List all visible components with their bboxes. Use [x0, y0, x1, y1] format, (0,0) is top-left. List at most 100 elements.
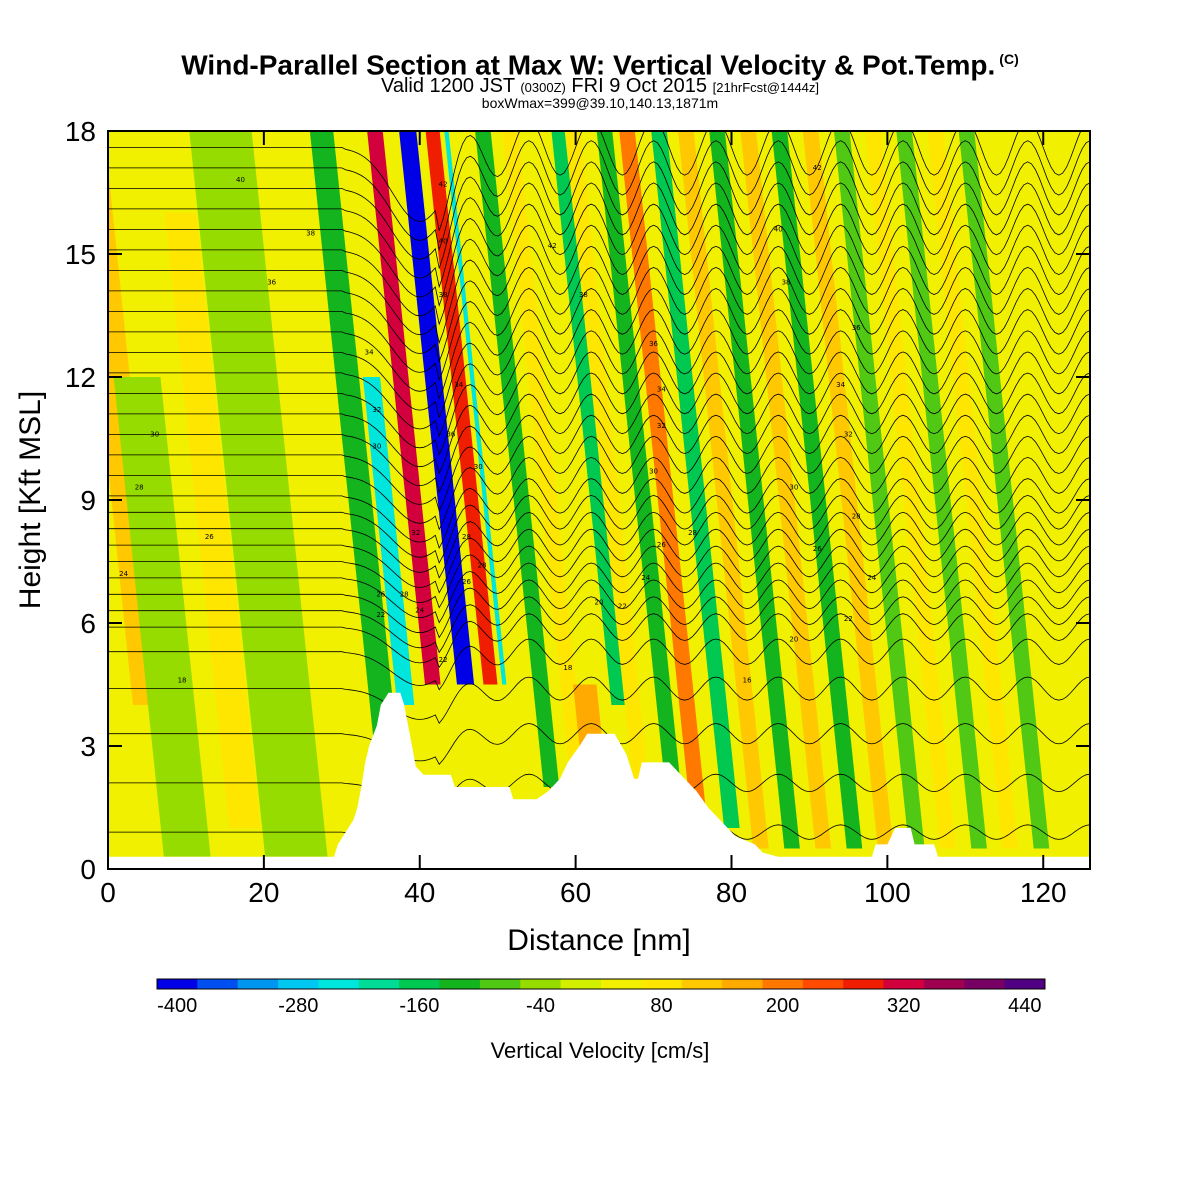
contour-label-8: 34 — [365, 348, 374, 356]
contour-label-24: 36 — [649, 340, 658, 348]
theta-contour-29 — [108, 140, 1090, 252]
colorbar-frame — [156, 978, 1046, 990]
velocity-band-13 — [502, 131, 587, 787]
theta-contour-21 — [108, 309, 1090, 401]
y-tick-label-3: 9 — [80, 485, 96, 516]
colorbar-tick-label-3: -40 — [526, 995, 555, 1017]
velocity-band-29 — [958, 131, 1050, 849]
contour-label-39: 34 — [836, 381, 845, 389]
colorbar-segment-15 — [762, 979, 804, 989]
colorbar-segment-20 — [964, 979, 1006, 989]
contour-label-3: 30 — [150, 430, 159, 438]
colorbar-segment-4 — [318, 979, 360, 989]
chart-title-text: Wind-Parallel Section at Max W: Vertical… — [181, 49, 996, 81]
contour-label-49: 38 — [439, 291, 448, 299]
velocity-band-15 — [551, 131, 628, 705]
theta-contour-27 — [108, 182, 1090, 289]
y-axis-title: Height [Kft MSL] — [14, 391, 47, 609]
velocity-band-19 — [651, 131, 740, 828]
contour-label-6: 24 — [119, 570, 128, 578]
contour-label-42: 28 — [852, 512, 861, 520]
velocity-band-21 — [709, 131, 800, 849]
x-tick-label-2: 40 — [404, 877, 435, 908]
theta-contour-13 — [108, 478, 1090, 549]
theta-contour-24 — [108, 245, 1090, 345]
theta-contour-7 — [108, 579, 1090, 639]
colorbar-tick-label-6: 320 — [887, 995, 920, 1017]
colorbar-segment-18 — [883, 979, 925, 989]
theta-contour-26 — [108, 203, 1090, 307]
contour-label-13: 28 — [400, 590, 409, 598]
theta-contour-28 — [108, 161, 1090, 270]
terrain-profile — [108, 692, 1090, 869]
x-tick-label-4: 80 — [716, 877, 747, 908]
colorbar-tick-label-4: 80 — [650, 995, 672, 1017]
colorbar-tick-label-1: -280 — [278, 995, 318, 1017]
velocity-band-25 — [833, 131, 925, 849]
contour-label-25: 34 — [657, 385, 666, 393]
colorbar-segment-6 — [399, 979, 441, 989]
velocity-band-18 — [619, 131, 708, 828]
theta-contour-14 — [108, 456, 1090, 531]
x-tick-label-0: 0 — [100, 877, 116, 908]
contour-label-32: 20 — [595, 599, 604, 607]
contour-label-37: 38 — [782, 279, 791, 287]
colorbar: -400 -280 -160 -40 80 200 320 440 — [156, 978, 1046, 1017]
x-tick-label-3: 60 — [560, 877, 591, 908]
contour-label-36: 42 — [813, 164, 822, 172]
colorbar-segment-21 — [1004, 979, 1046, 989]
contour-label-5: 26 — [205, 533, 214, 541]
contour-label-40: 32 — [844, 430, 853, 438]
x-tick-label-6: 120 — [1020, 877, 1067, 908]
theta-contour-8 — [108, 562, 1090, 624]
contour-label-20: 30 — [474, 463, 483, 471]
theta-contour-22 — [108, 288, 1090, 382]
chart-subtitle: Valid 1200 JST (0300Z) FRI 9 Oct 2015 [2… — [0, 76, 1200, 98]
contour-label-30: 24 — [641, 574, 650, 582]
contour-label-16: 22 — [439, 656, 448, 664]
contour-label-35: 40 — [774, 225, 783, 233]
contour-label-26: 32 — [657, 422, 666, 430]
contour-label-17: 34 — [454, 381, 463, 389]
colorbar-segment-10 — [560, 979, 602, 989]
colorbar-segment-1 — [197, 979, 239, 989]
contour-label-43: 26 — [813, 545, 822, 553]
contour-label-15: 24 — [415, 607, 424, 615]
velocity-band-23 — [771, 131, 863, 849]
colorbar-segment-3 — [278, 979, 319, 989]
theta-contour-30 — [108, 131, 1082, 231]
box-wmax-info: boxWmax=399@39.10,140.13,1871m — [481, 95, 719, 112]
velocity-band-16 — [564, 131, 649, 787]
velocity-band-11 — [448, 131, 533, 787]
colorbar-segment-12 — [641, 979, 683, 989]
x-axis-title: Distance [nm] — [507, 924, 690, 957]
y-tick-label-4: 12 — [65, 362, 96, 393]
theta-contour-18 — [108, 372, 1090, 456]
contour-label-33: 18 — [563, 664, 572, 672]
contour-label-12: 22 — [376, 611, 385, 619]
valid-time-prefix: Valid 1200 JST — [380, 75, 515, 98]
velocity-band-9 — [425, 131, 498, 685]
valid-time-utc: (0300Z) — [520, 80, 566, 96]
contour-label-45: 22 — [844, 615, 853, 623]
theta-contour-6 — [108, 596, 1090, 654]
colorbar-segment-8 — [479, 979, 521, 989]
y-tick-label-6: 18 — [65, 116, 96, 147]
colorbar-segment-2 — [237, 979, 279, 989]
contour-label-22: 42 — [548, 242, 557, 250]
colorbar-segment-19 — [923, 979, 965, 989]
colorbar-segment-5 — [358, 979, 400, 989]
theta-contour-10 — [108, 528, 1090, 594]
contour-label-18: 28 — [462, 533, 471, 541]
contour-label-44: 24 — [867, 574, 876, 582]
theta-contour-12 — [108, 494, 1090, 564]
contour-label-11: 26 — [376, 590, 385, 598]
theta-contour-11 — [108, 511, 1090, 579]
contour-label-38: 36 — [852, 324, 861, 332]
contour-label-41: 30 — [789, 484, 798, 492]
theta-contour-5 — [108, 613, 1090, 669]
contour-label-48: 40 — [439, 238, 448, 246]
contour-labels: 40 38 36 30 28 26 24 18 34 32 30 26 22 28 32 24 22 34 28 26… — [119, 164, 877, 685]
contour-label-46: 20 — [789, 635, 798, 643]
theta-contour-19 — [108, 351, 1090, 438]
